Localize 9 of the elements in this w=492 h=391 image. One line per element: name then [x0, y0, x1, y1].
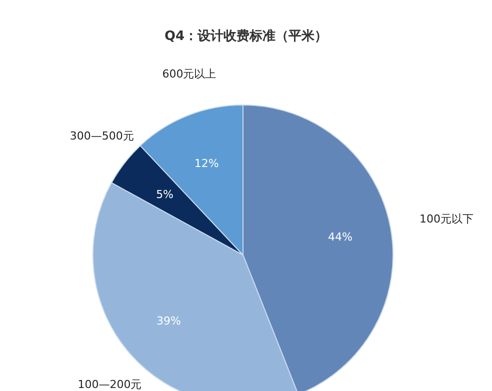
data-label: 5%	[156, 188, 174, 202]
slice-label: 600元以上	[162, 68, 216, 81]
data-label: 12%	[194, 156, 219, 170]
slice-label: 100—200元	[78, 378, 142, 391]
slice-label: 300—500元	[70, 129, 134, 142]
data-label: 39%	[156, 314, 181, 328]
chart-title: Q4：设计收费标准（平米）	[164, 28, 328, 44]
slice-label: 100元以下	[420, 212, 474, 226]
data-label: 44%	[328, 230, 352, 244]
